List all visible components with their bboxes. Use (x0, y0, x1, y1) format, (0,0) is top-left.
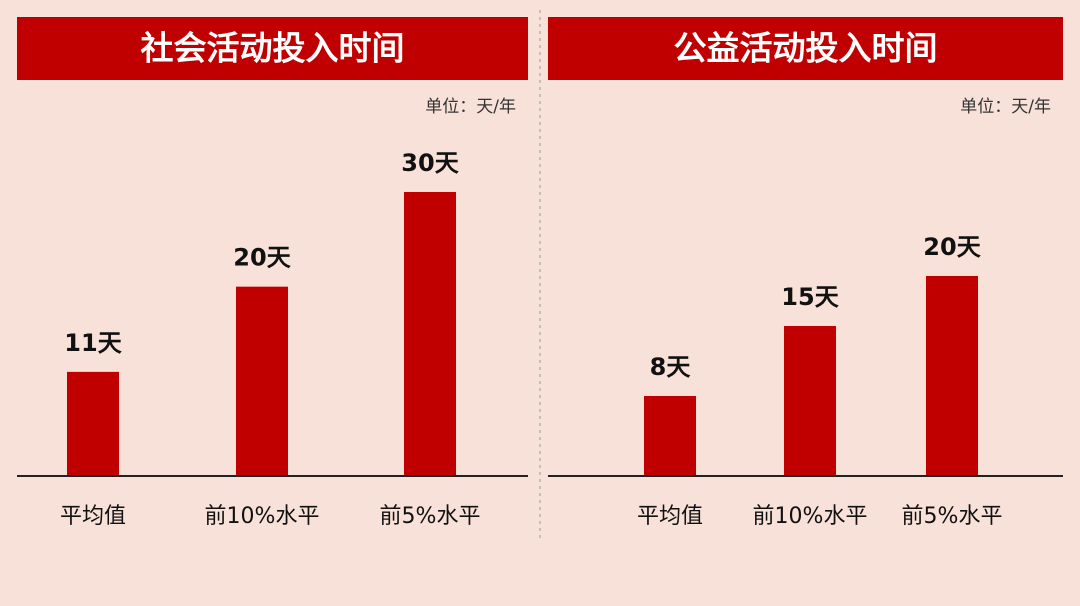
x-tick-label: 前5%水平 (902, 504, 1003, 529)
bar (644, 396, 696, 476)
x-tick-label: 平均值 (637, 504, 703, 529)
x-tick-label: 平均值 (60, 504, 126, 529)
unit-label: 单位：天/年 (960, 97, 1051, 117)
x-tick-label: 前5%水平 (380, 504, 481, 529)
x-tick-label: 前10%水平 (205, 504, 320, 529)
chart-title: 公益活动投入时间 (674, 29, 938, 68)
bar (784, 326, 836, 476)
data-label: 30天 (401, 149, 458, 177)
data-label: 11天 (64, 329, 121, 357)
header-bar (548, 17, 1063, 80)
bar (67, 371, 119, 476)
data-label: 15天 (781, 283, 838, 311)
unit-label: 单位：天/年 (425, 97, 516, 117)
data-label: 20天 (233, 244, 290, 272)
bar (236, 286, 288, 476)
data-label: 8天 (650, 353, 691, 381)
bar (926, 276, 978, 476)
x-tick-label: 前10%水平 (753, 504, 868, 529)
chart-title: 社会活动投入时间 (141, 29, 405, 68)
bar (404, 192, 456, 476)
header-bar (17, 17, 528, 80)
data-label: 20天 (923, 233, 980, 261)
